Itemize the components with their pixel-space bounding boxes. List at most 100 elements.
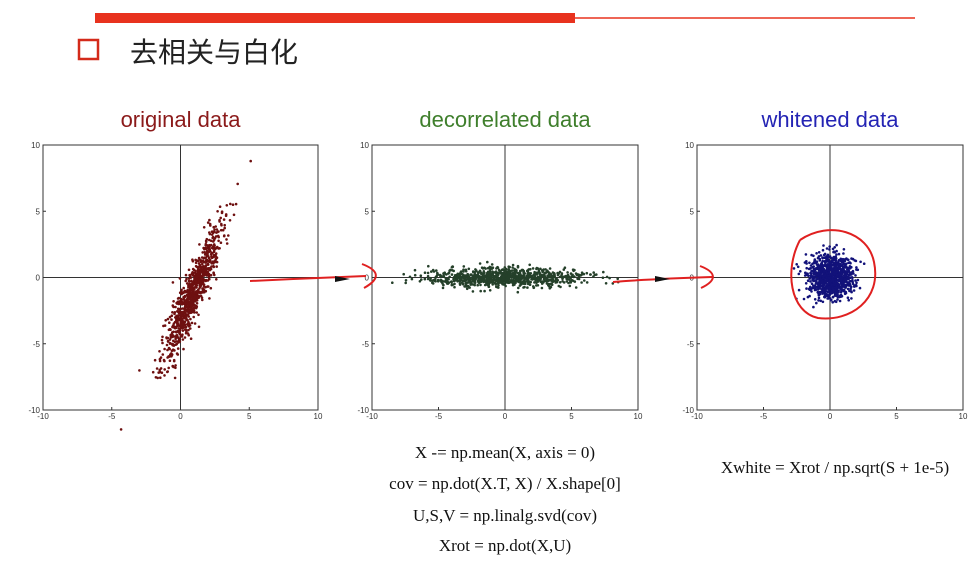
- scatter-dot: [184, 279, 187, 283]
- scatter-dot: [189, 293, 192, 297]
- scatter-dot: [847, 284, 851, 287]
- scatter-dot: [823, 252, 827, 256]
- scatter-dot: [181, 318, 184, 321]
- scatter-dot: [555, 278, 559, 281]
- scatter-dot: [426, 271, 430, 275]
- scatter-dot: [535, 266, 539, 270]
- scatter-dot: [821, 256, 824, 259]
- scatter-dot: [523, 280, 527, 284]
- scatter-dot: [217, 235, 220, 239]
- scatter-dot: [186, 288, 189, 292]
- scatter-dot: [844, 283, 848, 287]
- y-tick-label: 0: [36, 274, 41, 283]
- scatter-dot: [212, 255, 215, 259]
- scatter-dot: [195, 311, 198, 314]
- scatter-dot: [391, 281, 394, 285]
- scatter-dot: [165, 343, 169, 347]
- scatter-dot: [823, 274, 827, 277]
- scatter-dot: [174, 364, 177, 367]
- scatter-dot: [516, 290, 520, 294]
- scatter-dot: [480, 266, 484, 270]
- red-arrowhead: [699, 265, 714, 289]
- scatter-dot: [834, 282, 837, 285]
- scatter-dot: [413, 268, 417, 272]
- scatter-dot: [828, 248, 831, 251]
- scatter-dot: [844, 290, 848, 294]
- scatter-dot: [432, 270, 436, 273]
- scatter-dot: [842, 248, 846, 251]
- scatter-dot: [439, 275, 443, 278]
- scatter-dot: [441, 286, 445, 290]
- scatter-dot: [172, 344, 176, 347]
- scatter-dot: [495, 279, 498, 283]
- scatter-dot: [197, 262, 201, 265]
- scatter-dot: [820, 281, 824, 285]
- scatter-dot: [182, 312, 186, 315]
- scatter-dot: [812, 261, 816, 265]
- scatter-dot: [847, 298, 850, 302]
- scatter-dot: [563, 266, 567, 270]
- scatter-dot: [204, 285, 207, 289]
- scatter-dot: [833, 257, 836, 261]
- scatter-dot: [851, 282, 855, 286]
- scatter-dot: [854, 259, 858, 263]
- scatter-dot: [450, 273, 454, 276]
- x-tick-label: 5: [569, 412, 574, 421]
- scatter-dot: [451, 265, 454, 268]
- scatter-dot: [830, 279, 833, 283]
- scatter-dot: [217, 230, 220, 233]
- scatter-dot: [464, 270, 468, 273]
- black-arrows: [335, 276, 670, 282]
- scatter-dot: [595, 273, 598, 276]
- scatter-dot: [809, 267, 812, 270]
- scatter-dot: [201, 251, 204, 254]
- scatter-dot: [837, 259, 841, 262]
- scatter-dot: [193, 275, 197, 279]
- scatter-dot: [813, 269, 816, 272]
- scatter-dot: [804, 253, 808, 256]
- scatter-dot: [192, 288, 195, 292]
- scatter-dot: [195, 291, 198, 295]
- scatter-dot: [839, 285, 843, 289]
- scatter-dot: [835, 292, 838, 295]
- scatter-dot: [483, 283, 487, 287]
- scatter-dot: [523, 272, 527, 275]
- scatter-dot: [819, 254, 823, 257]
- scatter-dot: [841, 260, 844, 264]
- scatter-dot: [185, 293, 189, 297]
- scatter-dot: [177, 341, 180, 344]
- scatter-dot: [171, 334, 175, 337]
- y-tick-label: 5: [36, 207, 41, 216]
- scatter-dot: [822, 244, 825, 247]
- scatter-dot: [178, 291, 182, 295]
- scatter-dot: [810, 290, 813, 293]
- x-tick-label: 0: [503, 412, 508, 421]
- scatter-dot: [202, 246, 205, 250]
- scatter-dot: [471, 283, 475, 286]
- scatter-dot: [420, 278, 423, 281]
- scatter-dot: [159, 356, 163, 359]
- scatter-dot: [173, 376, 177, 380]
- scatter-dot: [204, 289, 208, 293]
- scatter-dot: [478, 262, 482, 265]
- code-line: Xrot = np.dot(X,U): [439, 536, 571, 555]
- scatter-dot: [494, 270, 498, 273]
- scatter-dot: [194, 258, 197, 262]
- scatter-dot: [187, 315, 191, 318]
- scatter-dot: [583, 279, 586, 282]
- scatter-dot: [608, 276, 611, 280]
- y-tick-label: -10: [357, 406, 369, 415]
- scatter-dot: [200, 266, 204, 269]
- scatter-dot: [187, 309, 190, 312]
- scatter-dot: [452, 279, 456, 283]
- scatter-dot: [848, 274, 851, 277]
- scatter-dot: [849, 279, 852, 283]
- scatter-dot: [199, 294, 203, 298]
- red-circle: [790, 229, 877, 320]
- scatter-dot: [812, 265, 815, 268]
- scatter-dot: [469, 273, 472, 277]
- scatter-dot: [168, 315, 172, 319]
- scatter-dot: [473, 279, 477, 282]
- scatter-dot: [531, 277, 534, 280]
- scatter-dot: [215, 260, 219, 264]
